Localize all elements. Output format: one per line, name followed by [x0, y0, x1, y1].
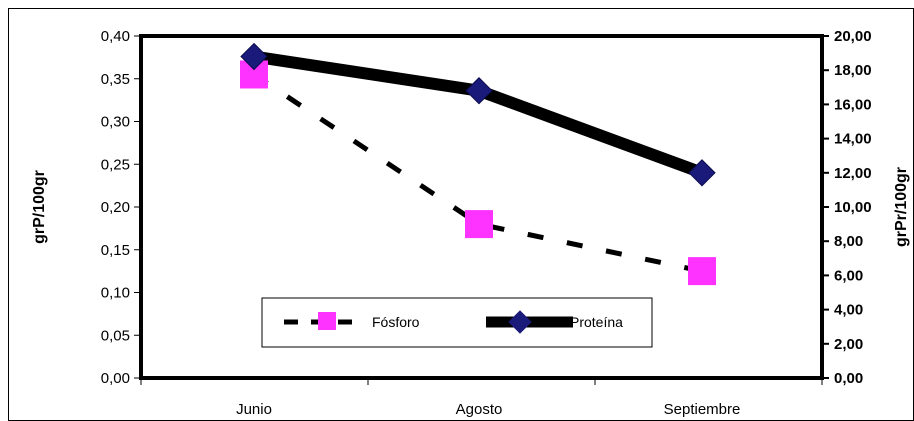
right-tick-label: 18,00	[834, 62, 872, 79]
point-proteina	[465, 77, 493, 105]
left-axis-title: grP/100gr	[31, 170, 48, 244]
right-tick-label: 8,00	[834, 233, 863, 250]
x-tick-label: Septiembre	[664, 401, 741, 418]
left-tick-label: 0,10	[101, 285, 130, 302]
left-tick-label: 0,05	[101, 327, 130, 344]
right-tick-label: 16,00	[834, 96, 872, 113]
point-proteina	[688, 159, 716, 187]
left-tick-label: 0,00	[101, 370, 130, 387]
right-tick-label: 4,00	[834, 302, 863, 319]
legend: Fósforo Proteína	[261, 297, 653, 348]
left-tick-label: 0,20	[101, 199, 130, 216]
legend-fosforo-label: Fósforo	[372, 314, 420, 330]
right-tick-label: 2,00	[834, 336, 863, 353]
x-axis-tick-labels: Junio Agosto Septiembre	[236, 401, 740, 418]
right-axis-tick-labels: 0,00 2,00 4,00 6,00 8,00 10,00 12,00 14,00 16,00…	[834, 28, 872, 387]
axis-ticks	[134, 35, 829, 385]
x-tick-label: Junio	[236, 401, 272, 418]
legend-proteina-marker	[508, 310, 532, 334]
right-tick-label: 14,00	[834, 131, 872, 148]
left-tick-label: 0,40	[101, 28, 130, 45]
right-axis-title: grPr/100gr	[893, 167, 910, 247]
right-tick-label: 0,00	[834, 370, 863, 387]
point-fosforo	[465, 210, 493, 239]
right-tick-label: 12,00	[834, 165, 872, 182]
left-tick-label: 0,15	[101, 242, 130, 259]
right-tick-label: 6,00	[834, 267, 863, 284]
legend-proteina-label: Proteína	[570, 314, 623, 330]
x-tick-label: Agosto	[456, 401, 503, 418]
right-tick-label: 20,00	[834, 28, 872, 45]
series-line-fosforo	[252, 72, 703, 274]
left-axis-tick-labels: 0,00 0,05 0,10 0,15 0,20 0,25 0,30 0,35 0,40	[101, 28, 130, 387]
right-tick-label: 10,00	[834, 199, 872, 216]
left-tick-label: 0,35	[101, 71, 130, 88]
markers-group	[240, 42, 716, 286]
left-tick-label: 0,25	[101, 156, 130, 173]
legend-fosforo-marker	[318, 312, 336, 330]
left-tick-label: 0,30	[101, 114, 130, 131]
point-proteina	[240, 42, 268, 71]
point-fosforo	[688, 257, 716, 286]
